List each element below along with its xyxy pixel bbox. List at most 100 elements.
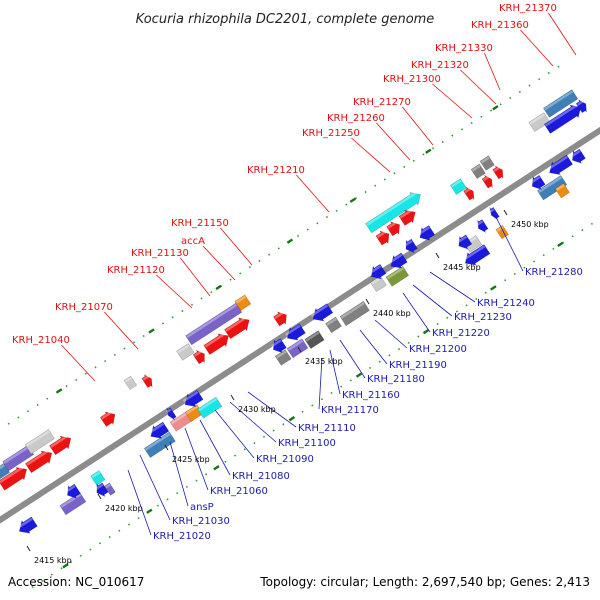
gene-labels: KRH_21040 KRH_21070 KRH_21120 KRH_21130accA… [12, 3, 583, 542]
gene-feature [388, 252, 408, 269]
gene-feature [185, 302, 243, 346]
leader-line [429, 271, 476, 303]
track-dash [422, 328, 430, 335]
track-dash [425, 148, 432, 154]
leader-line [520, 29, 554, 67]
gene-feature [197, 396, 223, 419]
leader-line [104, 311, 139, 350]
gene-feature [570, 148, 586, 164]
forward-gene-label: KRH_21300 [383, 74, 441, 85]
leader-line [402, 292, 431, 333]
leader-line [339, 339, 366, 379]
gene-feature [90, 470, 106, 486]
forward-gene-label: KRH_21270 [353, 97, 411, 108]
gene-feature [575, 99, 587, 114]
leader-line [127, 469, 152, 536]
leader-line [139, 454, 171, 521]
forward-gene-label: KRH_21370 [499, 3, 557, 14]
gene-feature [325, 316, 342, 334]
gene-feature [537, 175, 568, 201]
forward-gene-label: KRH_21040 [12, 335, 70, 346]
gene-feature [2, 444, 35, 472]
forward-gene-label: KRH_21330 [435, 43, 493, 54]
track-dash [288, 416, 296, 422]
gene-feature [386, 220, 400, 237]
leader-line [432, 83, 473, 119]
forward-gene-label: KRH_21210 [247, 165, 305, 176]
track-dash [492, 105, 499, 111]
gene-feature [488, 207, 500, 221]
kbp-tick-label: 2435 kbp [305, 357, 343, 366]
track-dash [56, 388, 63, 394]
gene-feature [476, 219, 489, 233]
gene-feature [176, 343, 195, 361]
gene-feature [285, 323, 306, 341]
kbp-tick-mark [297, 346, 302, 353]
leader-line [351, 137, 391, 173]
gene-feature [375, 230, 390, 246]
gene-feature [310, 303, 334, 322]
leader-line [247, 391, 297, 428]
gene-feature [234, 294, 252, 311]
label-leaders [61, 12, 577, 536]
leader-line [376, 122, 411, 161]
reverse-gene-label: KRH_21240 [477, 298, 535, 309]
leader-line [229, 401, 277, 443]
kbp-tick-label: 2440 kbp [373, 309, 411, 318]
gene-feature [543, 103, 582, 134]
track-dash [146, 508, 153, 514]
gene-feature [24, 429, 55, 455]
kbp-tick-label: 2430 kbp [238, 405, 276, 414]
reverse-gene-label: KRH_21060 [210, 486, 268, 497]
gene-feature [495, 224, 509, 240]
gene-feature [462, 244, 491, 266]
leader-line [329, 349, 341, 395]
kbp-tick-label: 2445 kbp [443, 263, 481, 272]
reverse-gene-label: ansP [190, 502, 214, 513]
kbp-tick-mark [164, 444, 169, 451]
gene-feature [273, 310, 287, 327]
gene-feature [470, 163, 486, 179]
reverse-gene-label: KRH_21280 [525, 267, 583, 278]
kbp-ticks: 2415 kbp 2420 kbp 2425 kbp 2430 kbp 2435 kbp… [26, 209, 549, 565]
gene-feature [192, 349, 205, 365]
gene-features [0, 89, 587, 534]
track-dash [148, 328, 155, 334]
gene-feature [0, 465, 27, 491]
track-dash [490, 285, 497, 291]
gene-feature [385, 265, 410, 287]
leader-line [202, 245, 236, 281]
leader-line [220, 227, 253, 266]
kbp-tick-label: 2415 kbp [34, 556, 72, 565]
map-title: Kocuria rhizophila DC2201, complete geno… [136, 12, 435, 27]
leader-line [460, 69, 497, 105]
gene-feature [99, 410, 116, 427]
gene-feature [271, 338, 287, 354]
reverse-gene-label: KRH_21160 [342, 390, 400, 401]
leader-line [548, 12, 577, 56]
gene-feature [529, 174, 546, 190]
reverse-gene-label: KRH_21200 [409, 344, 467, 355]
gene-feature [65, 483, 81, 499]
forward-gene-label: KRH_21070 [55, 302, 113, 313]
leader-line [169, 441, 189, 507]
gene-feature [203, 331, 229, 355]
kbp-tick-label: 2425 kbp [172, 455, 210, 464]
forward-gene-label: KRH_21150 [171, 218, 229, 229]
track-dash [557, 241, 564, 248]
track-guides [0, 63, 600, 589]
leader-line [199, 419, 231, 476]
reverse-gene-label: KRH_21110 [298, 423, 356, 434]
forward-gene-label: KRH_21250 [302, 128, 360, 139]
kbp-tick-mark [97, 493, 102, 500]
kbp-tick-mark [503, 209, 508, 216]
gene-feature [0, 462, 11, 488]
track-dash [355, 372, 363, 378]
gene-feature [492, 165, 504, 180]
gene-feature [339, 300, 370, 327]
gene-feature [398, 208, 416, 226]
gene-feature [94, 482, 109, 498]
reverse-gene-label: KRH_21100 [278, 438, 336, 449]
